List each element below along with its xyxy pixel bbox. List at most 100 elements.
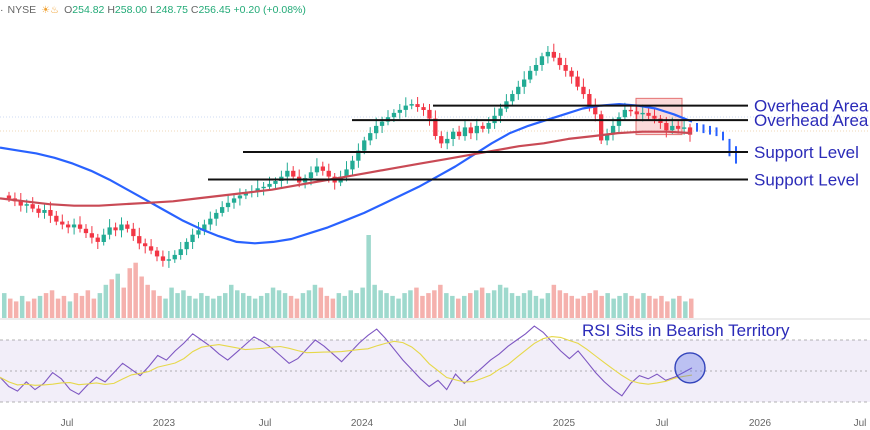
volume-bar — [235, 290, 240, 318]
volume-bar — [67, 301, 73, 318]
candle-body — [468, 127, 473, 134]
x-tick-label: Jul — [656, 418, 669, 429]
candle-body — [166, 259, 171, 261]
candle-body — [225, 202, 231, 208]
rsi-highlight-circle — [674, 352, 706, 384]
volume-bar — [19, 295, 25, 318]
candle-body — [539, 56, 545, 65]
candle-body — [486, 123, 491, 129]
level-label-support_1: Support Level — [754, 143, 859, 162]
candle-body — [196, 230, 201, 235]
volume-bar — [342, 295, 347, 318]
volume-bar — [91, 298, 97, 318]
volume-bar — [372, 284, 377, 318]
volume-bar — [300, 293, 306, 318]
candle-body — [344, 169, 349, 177]
candle-body — [664, 123, 669, 131]
candle-body — [285, 170, 290, 177]
volume-bar — [551, 284, 557, 318]
candle-body — [682, 127, 687, 129]
candle-body — [113, 227, 118, 231]
candle-body — [557, 57, 562, 66]
candle-body — [148, 246, 154, 251]
volume-bar — [677, 295, 682, 318]
high-value: 258.00 — [114, 4, 148, 16]
candle-body — [575, 76, 580, 87]
volume-bar — [31, 298, 37, 318]
x-tick-label: 2024 — [351, 418, 374, 429]
volume-bar — [79, 295, 85, 318]
volume-bar — [617, 295, 622, 318]
volume-bar — [199, 293, 204, 318]
volume-bar — [479, 287, 485, 318]
volume-bar — [157, 295, 162, 318]
sma-50-line — [0, 102, 693, 245]
candle-body — [243, 192, 248, 196]
candle-body — [172, 254, 177, 260]
close-label: C — [190, 4, 199, 16]
volume-bar — [223, 293, 228, 318]
volume-bar — [545, 293, 551, 318]
volume-bar — [163, 298, 168, 318]
candle-body — [291, 170, 296, 177]
volume-bar — [611, 298, 616, 318]
candle-body — [143, 243, 148, 247]
candle-body — [545, 51, 550, 57]
x-tick-label: 2023 — [153, 418, 176, 429]
open-value: 254.82 — [72, 4, 105, 16]
volume-bar — [605, 293, 610, 318]
volume-bar — [282, 293, 288, 318]
volume-bar — [85, 290, 91, 318]
sun-icon[interactable]: ☀♨ — [41, 4, 60, 16]
volume-bar — [503, 287, 509, 318]
candle-body — [498, 108, 503, 116]
candle-body — [267, 183, 272, 187]
rsi-line — [0, 325, 693, 397]
volume-bar — [539, 298, 545, 318]
volume-bar — [527, 290, 533, 318]
volume-bar — [151, 290, 156, 318]
volume-bar — [414, 287, 419, 318]
volume-bar — [294, 298, 300, 318]
candle-body — [350, 160, 355, 170]
candle-body — [533, 65, 539, 71]
sma-200-line — [0, 130, 693, 207]
candle-body — [48, 210, 53, 216]
volume-bar — [2, 293, 7, 318]
candle-body — [374, 125, 379, 134]
candle-body — [154, 250, 160, 257]
candle-body — [522, 79, 527, 87]
level-label-overhead_1: Overhead Area — [754, 97, 869, 116]
header-dot: · — [0, 4, 4, 16]
volume-bar — [276, 290, 282, 318]
volume-bar — [37, 295, 43, 318]
candle-body — [551, 51, 556, 58]
volume-bar — [306, 290, 312, 318]
candle-body — [581, 86, 586, 95]
volume-bar — [689, 298, 694, 318]
level-label-overhead_2: Overhead Area — [754, 111, 869, 130]
candle-body — [320, 166, 325, 171]
volume-bar — [354, 293, 359, 318]
volume-bar — [8, 298, 13, 318]
volume-bar — [103, 284, 109, 318]
candle-body — [634, 111, 639, 115]
volume-bar — [647, 295, 652, 318]
candle-body — [599, 114, 604, 141]
volume-bar — [25, 301, 31, 318]
candle-body — [160, 256, 166, 261]
low-label: L — [149, 4, 156, 16]
candle-body — [208, 218, 213, 225]
rsi-title: RSI Sits in Bearish Territory — [582, 321, 790, 340]
volume-bar — [288, 295, 294, 318]
volume-bar — [569, 295, 574, 318]
candle-body — [178, 249, 183, 255]
volume-bar — [629, 295, 634, 318]
volume-bar — [438, 284, 443, 318]
x-tick-label: 2026 — [749, 418, 772, 429]
rsi-signal-line — [0, 336, 693, 386]
candle-body — [415, 104, 420, 107]
candle-body — [480, 125, 485, 129]
candle-body — [326, 170, 331, 177]
